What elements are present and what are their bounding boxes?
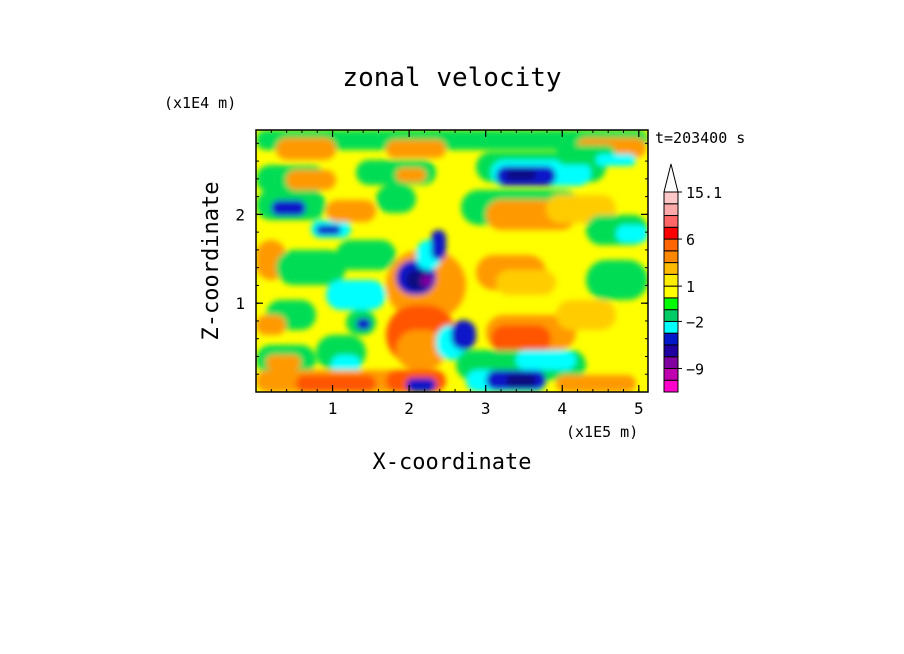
y-unit-label: (x1E4 m)	[164, 94, 236, 112]
plot-frame	[255, 129, 649, 393]
contour-region	[336, 240, 396, 270]
contour-region	[316, 225, 341, 235]
colorbar-segment	[663, 379, 679, 393]
x-tick-label: 5	[634, 399, 644, 418]
contour-region	[496, 270, 556, 295]
colorbar-segment	[663, 226, 679, 240]
colorbar-segment	[663, 285, 679, 299]
colorbar-segment	[663, 356, 679, 369]
contour-region	[406, 378, 436, 392]
contour-region	[326, 280, 386, 310]
x-unit-label: (x1E5 m)	[566, 423, 638, 441]
colorbar-segment	[663, 250, 679, 264]
contour-region	[506, 374, 536, 388]
colorbar-segment	[663, 238, 679, 252]
x-axis-ticks: 1 2 3 4 5	[270, 130, 644, 418]
contour-region	[256, 315, 286, 335]
colorbar-segment	[663, 309, 679, 322]
x-tick-label: 4	[557, 399, 567, 418]
contour-region	[286, 170, 336, 190]
colorbar-segment	[663, 191, 679, 205]
contour-region	[296, 375, 376, 392]
contour-region	[276, 250, 346, 285]
y-tick-label: 2	[235, 205, 245, 224]
colorbar-segment	[663, 344, 679, 358]
colorbar-segment	[663, 262, 679, 275]
contour-region	[256, 130, 648, 150]
contour-region	[356, 318, 371, 330]
x-tick-label: 1	[328, 399, 338, 418]
colorbar-segment	[663, 320, 679, 334]
colorbar-tick-label: −2	[686, 313, 704, 331]
contour-region	[326, 200, 376, 222]
x-axis-title: X-coordinate	[373, 450, 532, 475]
colorbar-tick-label: 1	[686, 278, 695, 296]
contour-region	[586, 260, 648, 300]
colorbar-segment	[663, 297, 679, 311]
colorbar-extension	[663, 163, 679, 193]
colorbar-segment	[663, 367, 679, 381]
contour-region	[556, 375, 636, 392]
contour-region	[421, 275, 433, 287]
y-axis-ticks: 12	[235, 142, 648, 375]
contour-region	[491, 325, 551, 353]
contour-region	[431, 230, 446, 260]
x-tick-label: 3	[481, 399, 491, 418]
contour-region	[376, 185, 416, 213]
contour-region	[451, 320, 476, 350]
contour-region	[396, 330, 446, 370]
x-tick-label: 2	[404, 399, 414, 418]
colorbar-segment	[663, 215, 679, 228]
contour-region	[266, 355, 301, 370]
colorbar-tick-label: 15.1	[686, 184, 722, 202]
contour-region	[616, 225, 648, 243]
plot-field	[256, 130, 648, 392]
y-tick-label: 1	[235, 294, 245, 313]
contour-region	[516, 350, 576, 370]
contour-region	[596, 154, 636, 166]
colorbar: 15.1 6 1 −2 −9	[663, 163, 722, 393]
colorbar-segment	[663, 332, 679, 346]
contour-region	[276, 138, 336, 160]
y-axis-title: Z-coordinate	[199, 182, 224, 341]
time-label: t=203400 s	[655, 129, 745, 147]
chart-title: zonal velocity	[342, 63, 561, 93]
colorbar-segment	[663, 203, 679, 217]
colorbar-tick-label: −9	[686, 360, 704, 378]
contour-region	[556, 300, 616, 330]
colorbar-segment	[663, 273, 679, 287]
contour-region	[396, 168, 426, 182]
colorbar-tick-label: 6	[686, 231, 695, 249]
contour-regions	[256, 130, 648, 392]
contour-region	[386, 140, 446, 158]
contour-region	[506, 170, 536, 180]
contour-region	[271, 200, 306, 216]
